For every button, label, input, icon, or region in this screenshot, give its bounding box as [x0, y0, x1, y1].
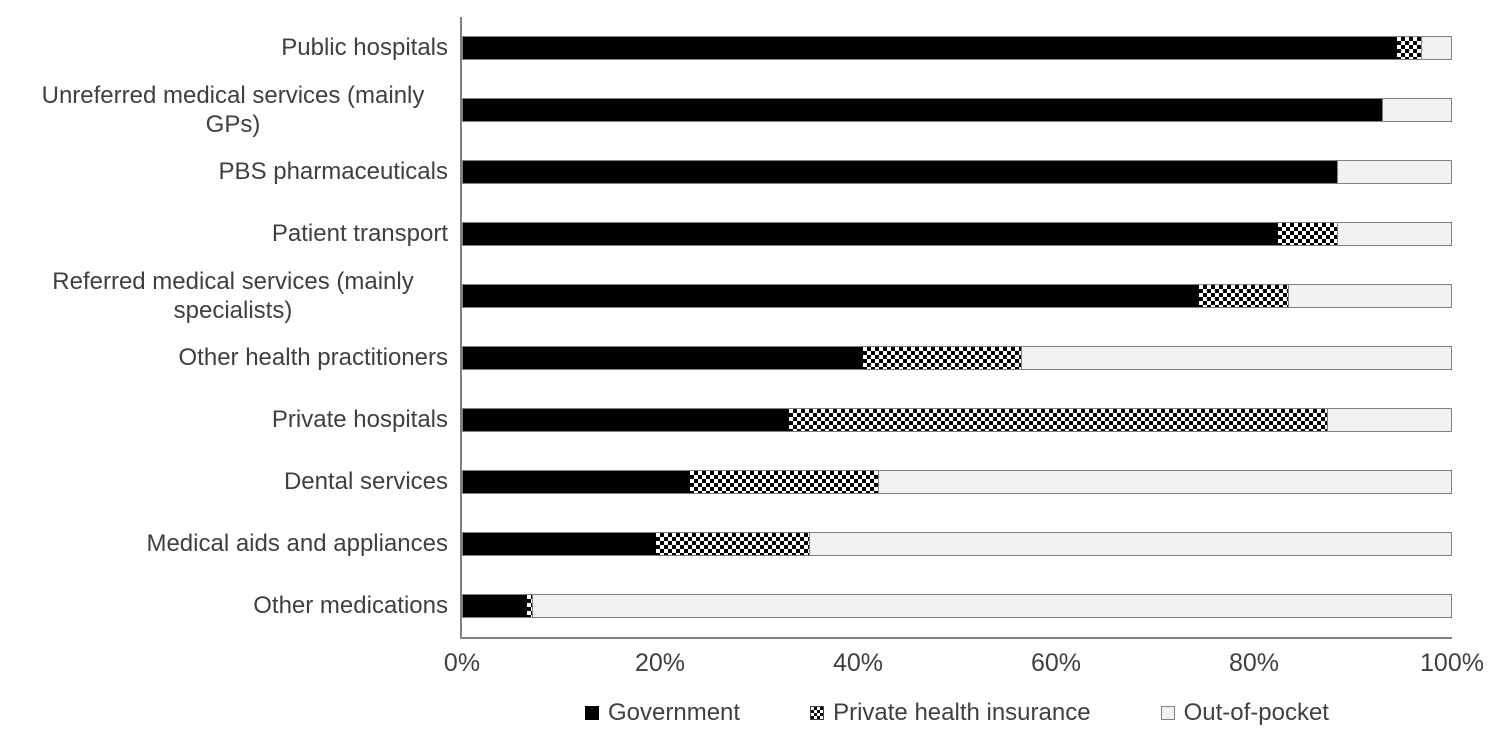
legend-label-government: Government: [608, 699, 741, 726]
bar-segment-out-of-pocket: [1337, 161, 1451, 183]
category-label: Public hospitals: [281, 34, 448, 62]
bar-segment-private-health-insurance: [789, 409, 1328, 431]
bar-segment-private-health-insurance: [863, 347, 1022, 369]
category-label: PBS pharmaceuticals: [218, 158, 448, 186]
bar-row: Other health practitioners: [0, 327, 1500, 389]
bar-segment-private-health-insurance: [690, 471, 878, 493]
bar-segment-out-of-pocket: [1287, 285, 1451, 307]
stacked-bar: [462, 160, 1452, 184]
x-axis-line: [460, 637, 1452, 639]
legend-label-private-health-insurance: Private health insurance: [833, 699, 1091, 726]
legend-item-government: Government: [585, 699, 740, 727]
stacked-bar: [462, 36, 1452, 60]
legend-label-out-of-pocket: Out-of-pocket: [1183, 699, 1329, 726]
bar-track-area: [460, 203, 1452, 265]
bar-track-area: [460, 17, 1452, 79]
bar-row: Medical aids and appliances: [0, 513, 1500, 575]
x-tick-label: 60%: [1030, 649, 1082, 677]
bar-track-area: [460, 575, 1452, 637]
bar-segment-private-health-insurance: [527, 595, 533, 617]
private-health-insurance-swatch-icon: [810, 706, 825, 720]
bar-row: PBS pharmaceuticals: [0, 141, 1500, 203]
out-of-pocket-swatch-icon: [1160, 706, 1175, 720]
bar-segment-out-of-pocket: [1327, 409, 1451, 431]
x-tick-label: 20%: [634, 649, 686, 677]
bar-row: Patient transport: [0, 203, 1500, 265]
stacked-bar: [462, 532, 1452, 556]
stacked-bar: [462, 222, 1452, 246]
bar-segment-private-health-insurance: [1199, 285, 1288, 307]
category-label: Dental services: [283, 468, 448, 496]
category-label: Referred medical services (mainly specia…: [52, 267, 414, 324]
x-axis-tick-labels: 0% 20% 40% 60% 80% 100%: [444, 649, 1484, 691]
bar-segment-government: [463, 223, 1279, 245]
legend-item-out-of-pocket: Out-of-pocket: [1160, 699, 1329, 727]
bar-segment-government: [463, 471, 691, 493]
category-label: Other medications: [253, 592, 448, 620]
bar-segment-private-health-insurance: [1278, 223, 1338, 245]
stacked-bar: [462, 594, 1452, 618]
stacked-bar: [462, 346, 1452, 370]
bar-track-area: [460, 265, 1452, 327]
bar-segment-out-of-pocket: [877, 471, 1451, 493]
x-tick-label: 40%: [832, 649, 884, 677]
bar-row: Dental services: [0, 451, 1500, 513]
legend-item-private-health-insurance: Private health insurance: [810, 699, 1091, 727]
bar-row: Public hospitals: [0, 17, 1500, 79]
bar-row: Referred medical services (mainly specia…: [0, 265, 1500, 327]
category-label: Unreferred medical services (mainly GPs): [41, 81, 425, 138]
stacked-bar: [462, 284, 1452, 308]
bar-segment-out-of-pocket: [1421, 37, 1451, 59]
bar-row: Other medications: [0, 575, 1500, 637]
bar-track-area: [460, 79, 1452, 141]
category-label: Patient transport: [271, 220, 448, 248]
bar-track-area: [460, 451, 1452, 513]
bar-segment-government: [463, 37, 1397, 59]
category-label: Private hospitals: [271, 406, 448, 434]
bar-track-area: [460, 389, 1452, 451]
bar-segment-private-health-insurance: [655, 533, 809, 555]
bar-track-area: [460, 513, 1452, 575]
stacked-bar: [462, 98, 1452, 122]
bar-track-area: [460, 141, 1452, 203]
legend: Government Private health insurance Out-…: [462, 699, 1452, 727]
stacked-bar: [462, 470, 1452, 494]
category-label: Other health practitioners: [178, 344, 448, 372]
category-label: Medical aids and appliances: [146, 530, 448, 558]
bar-segment-private-health-insurance: [1396, 37, 1422, 59]
bar-segment-government: [463, 533, 656, 555]
bar-row: Private hospitals: [0, 389, 1500, 451]
government-swatch-icon: [585, 706, 600, 720]
x-tick-label: 100%: [1420, 649, 1484, 677]
bar-segment-government: [463, 347, 864, 369]
bar-track-area: [460, 327, 1452, 389]
bar-segment-government: [463, 99, 1382, 121]
bar-segment-government: [463, 409, 790, 431]
bar-segment-government: [463, 161, 1338, 183]
bar-segment-out-of-pocket: [1021, 347, 1451, 369]
bar-row: Unreferred medical services (mainly GPs): [0, 79, 1500, 141]
stacked-bar: [462, 408, 1452, 432]
x-tick-label: 80%: [1228, 649, 1280, 677]
bar-segment-government: [463, 285, 1200, 307]
bar-segment-out-of-pocket: [1337, 223, 1451, 245]
bar-segment-out-of-pocket: [532, 595, 1451, 617]
x-tick-label: 0%: [443, 649, 481, 677]
bar-segment-government: [463, 595, 528, 617]
bar-segment-out-of-pocket: [808, 533, 1451, 555]
plot-area: Public hospitals Unreferred medical serv…: [0, 17, 1500, 637]
bar-segment-out-of-pocket: [1381, 99, 1451, 121]
